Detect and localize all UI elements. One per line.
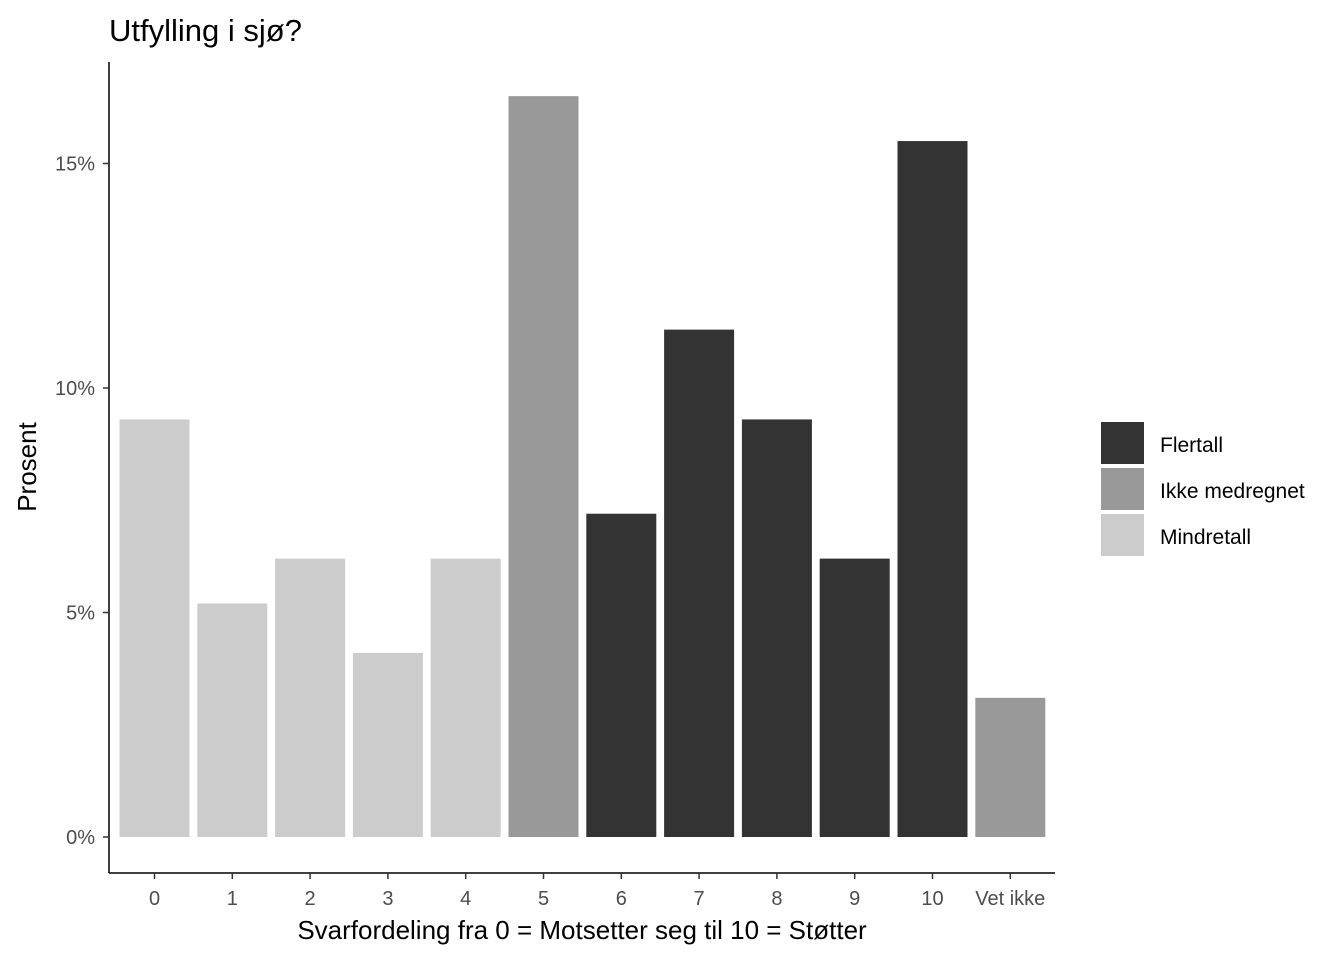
legend: Flertall Ikke medregnet Mindretall <box>1101 422 1305 556</box>
y-axis-title: Prosent <box>12 421 42 511</box>
x-tick-label: 5 <box>538 888 549 910</box>
bar-1 <box>197 603 268 837</box>
bar-9 <box>819 558 890 837</box>
bar-10 <box>897 141 968 838</box>
legend-swatch-mindretall <box>1101 514 1144 556</box>
x-tick-label: 3 <box>382 888 393 910</box>
x-tick-label: 2 <box>305 888 316 910</box>
bar-2 <box>275 558 346 837</box>
bar-8 <box>741 419 812 837</box>
legend-swatch-flertall <box>1101 422 1144 464</box>
x-tick-label: Vet ikke <box>975 888 1045 910</box>
bar-7 <box>664 329 735 837</box>
bar-5 <box>508 96 579 837</box>
legend-label-flertall: Flertall <box>1160 434 1223 457</box>
bar-0 <box>119 419 190 837</box>
bar-4 <box>430 558 501 837</box>
bar-3 <box>352 652 423 837</box>
plot-area: 0% 5% 10% 15% 0 1 2 3 4 5 6 7 8 9 10 Vet ikke <box>55 62 1055 910</box>
x-tick-label: 6 <box>616 888 627 910</box>
bar-vet-ikke <box>975 697 1046 837</box>
legend-label-mindretall: Mindretall <box>1160 526 1251 549</box>
x-axis-ticks: 0 1 2 3 4 5 6 7 8 9 10 Vet ikke <box>149 873 1045 910</box>
x-tick-label: 1 <box>227 888 238 910</box>
legend-swatch-ikke-medregnet <box>1101 468 1144 510</box>
y-tick-label: 0% <box>66 827 95 849</box>
chart-title: Utfylling i sjø? <box>109 13 302 48</box>
y-axis-ticks: 0% 5% 10% 15% <box>55 154 109 849</box>
x-tick-label: 4 <box>460 888 471 910</box>
bars-group <box>119 96 1046 838</box>
x-tick-label: 0 <box>149 888 160 910</box>
x-tick-label: 10 <box>921 888 943 910</box>
x-axis-title: Svarfordeling fra 0 = Motsetter seg til … <box>297 915 867 945</box>
y-tick-label: 10% <box>55 378 95 400</box>
x-tick-label: 7 <box>694 888 705 910</box>
y-tick-label: 5% <box>66 603 95 625</box>
legend-label-ikke-medregnet: Ikke medregnet <box>1160 480 1305 503</box>
x-tick-label: 9 <box>849 888 860 910</box>
y-tick-label: 15% <box>55 154 95 176</box>
x-tick-label: 8 <box>771 888 782 910</box>
bar-6 <box>586 513 657 837</box>
